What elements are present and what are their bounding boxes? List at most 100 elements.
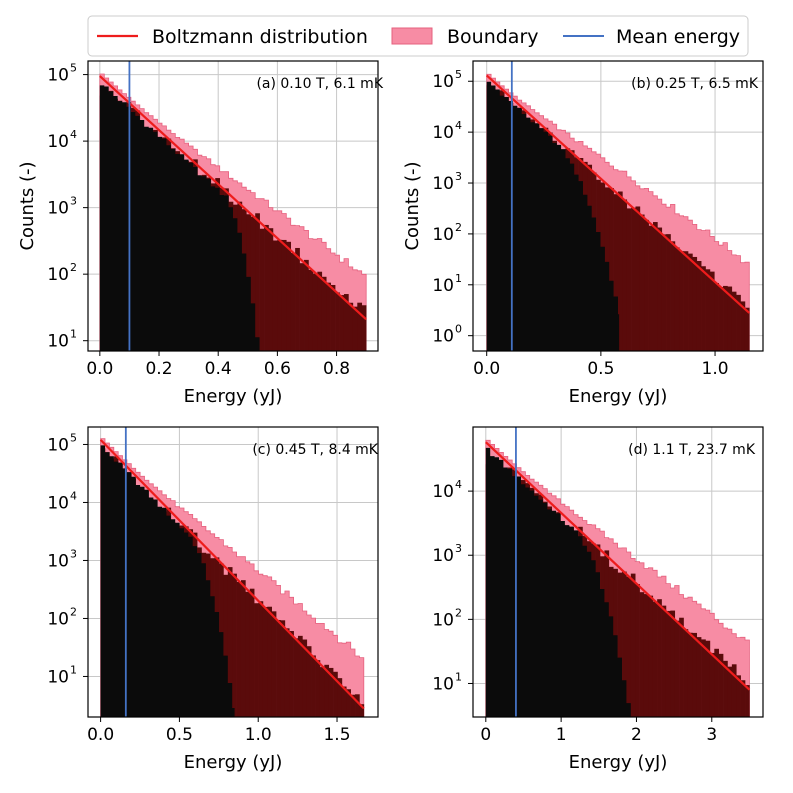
panel-b-red-bar — [622, 199, 628, 351]
panel-c-red-bar — [223, 574, 229, 717]
panel-d-red-bar — [635, 584, 640, 717]
panel-c-ytick-exponent: 5 — [70, 431, 77, 444]
panel-d-red-bar — [687, 632, 693, 717]
panel-c-red-bar — [306, 646, 312, 717]
panel-d-red-bar — [652, 601, 658, 717]
panel-a-red-bar — [339, 295, 345, 351]
panel-d-red-bar — [709, 652, 715, 717]
panel-c-frame — [87, 426, 379, 718]
panel-c-xtick-label: 1.5 — [323, 725, 350, 745]
panel-c-xlabel: Energy (yJ) — [184, 752, 283, 773]
panel-a-ytick-label: 10 — [47, 265, 69, 285]
panel-b-xtick-label: 0.0 — [473, 359, 500, 379]
panel-c-red-bar — [232, 573, 237, 717]
panel-d-red-bar — [723, 660, 728, 717]
panel-c-red-bar — [254, 603, 259, 717]
panel-d-red-bar — [657, 599, 662, 717]
panel-b-red-bar — [731, 291, 737, 351]
panel-c-red-bar — [258, 601, 264, 717]
panel-b-red-bar — [705, 269, 711, 351]
panel-c-red-bar — [311, 655, 316, 717]
panel-c-red-bar — [315, 660, 321, 717]
panel-b-ytick-label: 10 — [432, 72, 454, 92]
panel-a-xtick-label: 0.6 — [264, 359, 291, 379]
legend-mean-energy-label: Mean energy — [616, 26, 740, 48]
panel-b-red-bar — [653, 222, 658, 351]
panel-c-ytick-label: 10 — [47, 667, 69, 687]
panel-d-ytick-exponent: 4 — [455, 478, 462, 491]
panel-d-ytick-exponent: 3 — [455, 542, 462, 555]
panel-d-red-bar — [630, 573, 636, 717]
panel-d-red-bar — [740, 680, 746, 717]
legend-boltzmann-label: Boltzmann distribution — [152, 26, 368, 48]
panel-b-red-bar — [692, 256, 698, 351]
panel-a-red-bar — [290, 252, 296, 351]
panel-d-red-bar — [648, 595, 654, 717]
panel-c-ytick-label: 10 — [47, 551, 69, 571]
panel-d-red-bar — [639, 592, 645, 717]
panel-c-red-bar — [359, 704, 365, 717]
panel-b-ytick-exponent: 0 — [455, 323, 462, 336]
panel-c-ytick-exponent: 4 — [70, 489, 77, 502]
panel-b-ytick-label: 10 — [432, 276, 454, 296]
panel-a-xtick-label: 0.0 — [86, 359, 113, 379]
panel-d-xtick-label: 2 — [631, 725, 642, 745]
panel-b-red-bar — [666, 234, 671, 351]
panel-a-ytick-exponent: 1 — [70, 328, 77, 341]
panel-c-red-bar — [236, 581, 242, 717]
panel-a-red-bar — [326, 282, 331, 351]
panel-a-red-bar — [299, 263, 305, 351]
panel-a-ytick-exponent: 4 — [70, 128, 77, 141]
panel-d-red-bar — [683, 629, 689, 717]
panel-a-ytick-exponent: 3 — [70, 195, 77, 208]
panel-c-red-bar — [289, 631, 294, 717]
panel-d-red-bar — [696, 637, 702, 717]
panel-b-red-bar — [657, 227, 663, 351]
panel-c-red-bar — [328, 667, 334, 717]
panel-d-red-bar — [670, 610, 676, 717]
panel-d-xtick-label: 3 — [706, 725, 717, 745]
panel-c-red-bar — [333, 671, 338, 717]
panel-d-red-bar — [661, 605, 667, 717]
panel-c-red-bar — [324, 664, 330, 717]
panel-b-red-bar — [744, 307, 750, 351]
panel-d-xlabel: Energy (yJ) — [569, 752, 668, 773]
panel-d-title: (d) 1.1 T, 23.7 mK — [628, 442, 756, 458]
panel-a-dark-area — [99, 85, 263, 351]
panel-a-xtick-label: 0.8 — [323, 359, 350, 379]
panel-a-red-bar — [250, 216, 256, 351]
panel-c-red-bar — [350, 694, 356, 717]
panel-d-red-bar — [643, 594, 649, 717]
panel-a-xlabel: Energy (yJ) — [184, 386, 283, 407]
panel-c-ytick-label: 10 — [47, 609, 69, 629]
panel-c-red-bar — [227, 567, 233, 717]
panel-b-red-bar — [718, 286, 724, 351]
panel-c-red-bar — [245, 591, 251, 717]
panel-a-red-bar — [357, 302, 363, 351]
panel-a-red-bar — [335, 292, 340, 351]
panel-b-red-bar — [609, 188, 614, 351]
panel-b-red-bar — [661, 234, 667, 351]
panel-d-red-bar — [626, 576, 632, 717]
panel-b-boltzmann-line — [485, 74, 751, 314]
panel-d-red-bar — [731, 664, 737, 717]
panel-d-red-bar — [692, 632, 698, 717]
panel-a-red-bar — [348, 302, 354, 351]
panel-a-red-bar — [272, 240, 278, 351]
panel-b-red-bar — [709, 271, 715, 351]
panel-a-red-bar — [321, 276, 327, 351]
panel-b-red-bar — [635, 206, 641, 351]
panel-b-red-bar — [688, 253, 693, 351]
panel-a-red-bar — [259, 228, 265, 351]
panel-a-red-bar — [308, 269, 314, 351]
panel-d-red-bar — [745, 685, 750, 717]
panel-c-red-bar — [271, 611, 277, 717]
panel-b-red-bar — [701, 266, 706, 351]
panel-a-red-bar — [295, 247, 300, 351]
